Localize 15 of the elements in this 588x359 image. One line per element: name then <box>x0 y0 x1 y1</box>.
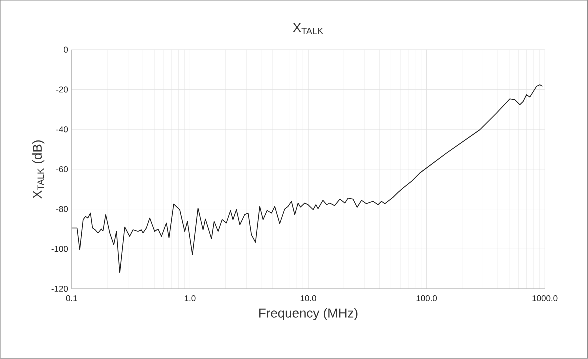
y-tick-label: 0 <box>64 46 68 53</box>
y-tick-label: -20 <box>56 86 68 93</box>
x-tick-label: 0.1 <box>66 296 78 302</box>
x-tick-label: 1.0 <box>184 296 196 302</box>
y-tick-label: -100 <box>52 246 68 252</box>
y-tick-label: -40 <box>56 126 68 133</box>
y-tick-label: -120 <box>52 286 68 292</box>
x-tick-label: 100.0 <box>416 296 438 302</box>
x-tick-label: 10.0 <box>300 296 316 302</box>
x-tick-label: 1000.0 <box>532 296 558 302</box>
y-tick-label: -80 <box>56 206 68 212</box>
chart-title: X$_{TALK}$ <box>293 23 324 34</box>
x-axis-title: Frequency (MHz) <box>260 308 358 320</box>
y-tick-label: -60 <box>56 166 68 172</box>
y-axis-title: X$_{TALK}$ (dB) <box>32 140 45 199</box>
